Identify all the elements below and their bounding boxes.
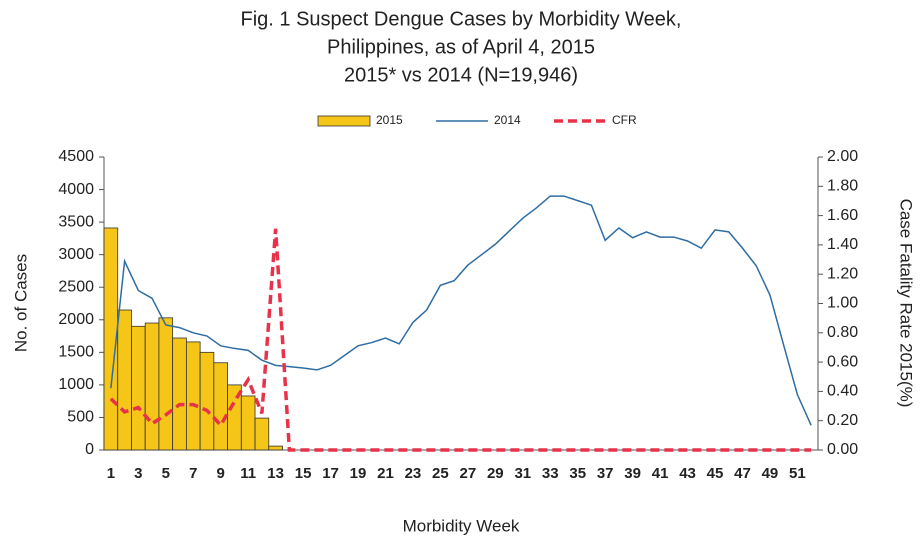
legend-label: 2015: [376, 113, 403, 127]
chart-title: 2015* vs 2014 (N=19,946): [344, 64, 578, 86]
y-tick-label: 4500: [58, 148, 94, 165]
y2-tick-label: 1.60: [827, 207, 858, 224]
bar: [268, 445, 283, 451]
x-tick-label: 49: [762, 465, 779, 482]
line: [110, 195, 812, 426]
x-tick-label: 9: [217, 465, 225, 482]
y-tick-label: 3000: [58, 246, 94, 263]
y2-tick-label: 1.40: [827, 236, 858, 253]
x-tick-label: 7: [189, 465, 197, 482]
bar: [199, 351, 215, 451]
bar: [131, 325, 146, 451]
bar: [213, 362, 228, 451]
bar: [172, 337, 187, 451]
y-tick-label: 2500: [58, 278, 94, 295]
y2-axis-title: Case Fatality Rate 2015(%): [897, 199, 916, 408]
x-tick-label: 13: [267, 465, 284, 482]
x-tick-label: 39: [624, 465, 641, 482]
y-tick-label: 1500: [58, 344, 94, 361]
x-tick-label: 23: [405, 465, 422, 482]
y2-tick-label: 0.40: [827, 383, 858, 400]
y-tick-label: 3500: [58, 213, 94, 230]
y2-tick-label: 0.80: [827, 324, 858, 341]
x-tick-label: 51: [789, 465, 806, 482]
chart-title: Philippines, as of April 4, 2015: [327, 36, 595, 58]
cfr-line: [109, 228, 812, 452]
y-axis-title: No. of Cases: [11, 254, 30, 352]
x-tick-label: 33: [542, 465, 559, 482]
y2-tick-label: 0.00: [827, 441, 858, 458]
y-tick-label: 500: [67, 409, 94, 426]
x-tick-label: 35: [569, 465, 586, 482]
y-tick-label: 4000: [58, 181, 94, 198]
x-tick-label: 17: [322, 465, 339, 482]
x-tick-label: 37: [597, 465, 614, 482]
x-tick-label: 3: [134, 465, 142, 482]
x-tick-label: 21: [377, 465, 394, 482]
x-tick-label: 19: [350, 465, 367, 482]
bar: [254, 417, 270, 451]
y2-tick-label: 1.20: [827, 265, 858, 282]
x-tick-label: 41: [652, 465, 669, 482]
x-tick-label: 15: [295, 465, 312, 482]
y2-tick-label: 0.60: [827, 353, 858, 370]
y-tick-label: 1000: [58, 376, 94, 393]
y2-tick-label: 2.00: [827, 148, 858, 165]
x-tick-label: 27: [460, 465, 477, 482]
x-tick-label: 45: [707, 465, 724, 482]
bar: [240, 395, 256, 451]
x-tick-label: 29: [487, 465, 504, 482]
x-tick-label: 5: [162, 465, 170, 482]
x-tick-label: 1: [107, 465, 115, 482]
legend-label: CFR: [612, 113, 637, 127]
x-tick-label: 47: [734, 465, 751, 482]
y2-tick-label: 1.80: [827, 178, 858, 195]
x-tick-label: 11: [240, 465, 256, 482]
bar: [185, 341, 201, 451]
y-tick-label: 0: [85, 441, 94, 458]
x-tick-label: 43: [679, 465, 696, 482]
bar: [158, 317, 174, 451]
chart-title: Fig. 1 Suspect Dengue Cases by Morbidity…: [241, 8, 682, 30]
y2-tick-label: 0.20: [827, 412, 858, 429]
legend-label: 2014: [494, 113, 521, 127]
y-tick-label: 2000: [58, 311, 94, 328]
x-axis-title: Morbidity Week: [403, 516, 520, 535]
x-tick-label: 31: [514, 465, 531, 482]
bar: [144, 322, 160, 451]
legend-swatch: [317, 115, 371, 127]
bar: [117, 309, 132, 451]
x-tick-label: 25: [432, 465, 449, 482]
y2-tick-label: 1.00: [827, 295, 858, 312]
